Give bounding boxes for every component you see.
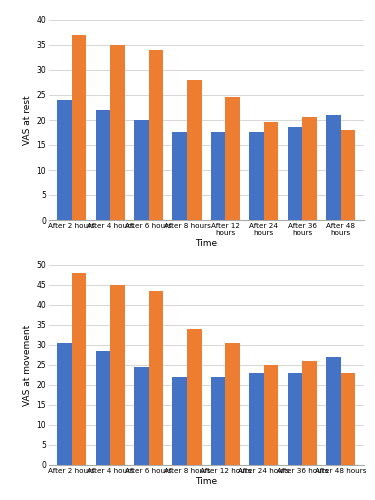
Bar <box>326 357 341 465</box>
Bar <box>134 120 148 220</box>
X-axis label: Time: Time <box>195 238 217 248</box>
Bar <box>288 373 302 465</box>
Bar <box>172 132 187 220</box>
Bar <box>326 115 341 220</box>
Y-axis label: VAS at rest: VAS at rest <box>23 95 32 145</box>
Bar <box>341 130 355 220</box>
Bar <box>187 80 202 220</box>
Bar <box>96 110 110 220</box>
X-axis label: Time: Time <box>195 476 217 486</box>
Bar <box>288 128 302 220</box>
Bar <box>72 35 86 220</box>
Bar <box>225 343 240 465</box>
Y-axis label: VAS at movement: VAS at movement <box>23 324 32 406</box>
Bar <box>302 118 317 220</box>
Bar <box>211 132 225 220</box>
Bar <box>249 373 264 465</box>
Bar <box>264 122 279 220</box>
Legend: Ketamine group, Control group: Ketamine group, Control group <box>130 284 283 296</box>
Bar <box>96 351 110 465</box>
Bar <box>225 98 240 220</box>
Bar <box>57 100 72 220</box>
Bar <box>211 377 225 465</box>
Bar <box>264 365 279 465</box>
Bar <box>187 329 202 465</box>
Bar <box>72 273 86 465</box>
Bar <box>134 367 148 465</box>
Bar <box>148 50 163 220</box>
Bar <box>148 291 163 465</box>
Bar <box>110 285 125 465</box>
Bar <box>110 45 125 220</box>
Bar <box>249 132 264 220</box>
Bar <box>302 361 317 465</box>
Bar <box>341 373 355 465</box>
Bar <box>57 343 72 465</box>
Bar <box>172 377 187 465</box>
